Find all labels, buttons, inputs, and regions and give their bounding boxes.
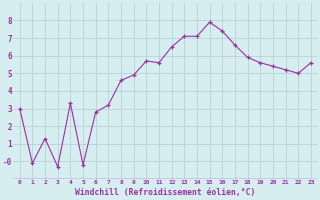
X-axis label: Windchill (Refroidissement éolien,°C): Windchill (Refroidissement éolien,°C) [75, 188, 255, 197]
